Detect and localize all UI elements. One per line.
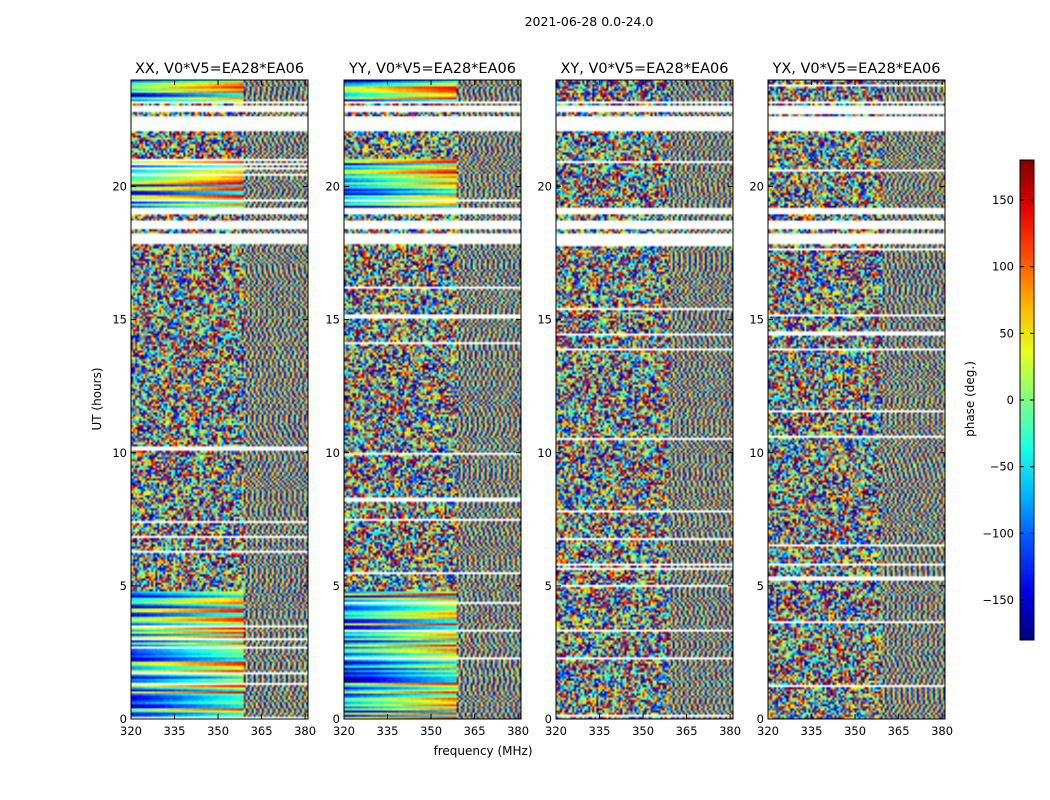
panel-frame [130, 79, 309, 720]
x-tick-label: 335 [164, 724, 186, 738]
phase-image [556, 80, 733, 719]
panel-frame [343, 79, 522, 720]
x-axis-label: frequency (MHz) [433, 744, 532, 758]
x-tick-label: 320 [333, 724, 355, 738]
colorbar-tick-label: −100 [982, 526, 1014, 540]
y-tick-label: 10 [112, 446, 127, 460]
y-tick-label: 5 [333, 579, 340, 593]
x-tick-label: 320 [757, 724, 779, 738]
x-tick-label: 380 [719, 724, 741, 738]
x-tick-label: 365 [888, 724, 910, 738]
colorbar-tick-label: 100 [992, 260, 1014, 274]
panels-layer: XX, V0*V5=EA28*EA06 320 335 350 365 380 0 5 10 15… [112, 61, 953, 738]
phase-image [131, 80, 308, 719]
x-tick-label: 320 [545, 724, 567, 738]
y-tick-label: 10 [325, 446, 340, 460]
phase-image [768, 80, 945, 719]
x-tick-label: 335 [589, 724, 611, 738]
y-tick-label: 5 [757, 579, 764, 593]
panel-frame [555, 79, 734, 720]
panel-yx: YX, V0*V5=EA28*EA06 320 335 350 365 380 0 5 10 15… [749, 61, 953, 738]
y-tick-label: 20 [325, 180, 340, 194]
y-tick-label: 10 [749, 446, 764, 460]
panel-frame [767, 79, 946, 720]
y-tick-label: 15 [112, 313, 127, 327]
panel-title: XX, V0*V5=EA28*EA06 [135, 61, 304, 77]
colorbar-tick-label: 150 [992, 193, 1014, 207]
colorbar-label: phase (deg.) [963, 361, 977, 437]
y-tick-label: 10 [537, 446, 552, 460]
y-tick-label: 0 [333, 712, 340, 726]
colorbar-tick-label: −150 [982, 593, 1014, 607]
x-tick-label: 380 [931, 724, 953, 738]
y-tick-label: 0 [545, 712, 552, 726]
x-tick-label: 380 [507, 724, 529, 738]
x-tick-label: 365 [676, 724, 698, 738]
panel-yy: YY, V0*V5=EA28*EA06 320 335 350 365 380 0 5 10 15… [325, 61, 529, 738]
y-tick-label: 15 [325, 313, 340, 327]
x-tick-label: 335 [801, 724, 823, 738]
colorbar-tick-label: 50 [999, 326, 1014, 340]
y-tick-label: 20 [112, 180, 127, 194]
y-tick-label: 20 [537, 180, 552, 194]
y-axis-label: UT (hours) [90, 367, 104, 430]
x-tick-label: 350 [207, 724, 229, 738]
panel-title: YX, V0*V5=EA28*EA06 [771, 61, 940, 77]
y-tick-label: 5 [545, 579, 552, 593]
colorbar: 150 100 50 0 −50 −100 −150 [982, 159, 1035, 641]
x-tick-label: 365 [464, 724, 486, 738]
panel-title: XY, V0*V5=EA28*EA06 [560, 61, 728, 77]
x-tick-label: 380 [294, 724, 316, 738]
y-tick-label: 0 [120, 712, 127, 726]
panel-xx: XX, V0*V5=EA28*EA06 320 335 350 365 380 0 5 10 15… [112, 61, 316, 738]
x-tick-label: 335 [377, 724, 399, 738]
y-tick-label: 15 [537, 313, 552, 327]
y-tick-label: 0 [757, 712, 764, 726]
y-tick-label: 20 [749, 180, 764, 194]
panel-title: YY, V0*V5=EA28*EA06 [348, 61, 516, 77]
figure-suptitle: 2021-06-28 0.0-24.0 [525, 14, 654, 29]
phase-image [344, 80, 521, 719]
y-tick-label: 5 [120, 579, 127, 593]
x-tick-label: 350 [420, 724, 442, 738]
x-tick-label: 365 [251, 724, 273, 738]
colorbar-tick-label: 0 [1007, 393, 1014, 407]
x-tick-label: 350 [844, 724, 866, 738]
colorbar-tick-label: −50 [990, 460, 1014, 474]
panel-xy: XY, V0*V5=EA28*EA06 320 335 350 365 380 0 5 10 15… [537, 61, 741, 738]
y-tick-label: 15 [749, 313, 764, 327]
x-tick-label: 320 [120, 724, 142, 738]
x-tick-label: 350 [632, 724, 654, 738]
